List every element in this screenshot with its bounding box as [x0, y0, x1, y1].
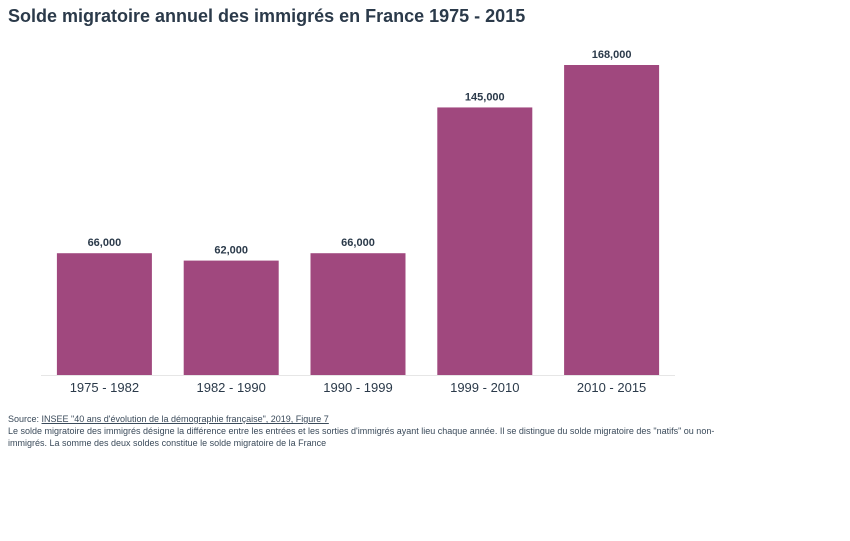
x-tick-label: 1999 - 2010 — [450, 380, 519, 395]
x-tick-label: 1975 - 1982 — [70, 380, 139, 395]
bar-2[interactable] — [310, 253, 406, 375]
bar-value-label: 168,000 — [592, 49, 632, 61]
bar-4[interactable] — [564, 65, 660, 375]
chart-title: Solde migratoire annuel des immigrés en … — [8, 6, 526, 26]
bar-chart: 66,000 1975 - 1982 62,000 1982 - 1990 66,000… — [41, 49, 675, 395]
x-tick-label: 1982 - 1990 — [196, 380, 265, 395]
source-prefix: Source: — [8, 414, 42, 424]
bar-value-label: 145,000 — [465, 91, 505, 103]
chart-footer: Source: INSEE "40 ans d'évolution de la … — [8, 413, 728, 449]
source-link[interactable]: INSEE "40 ans d'évolution de la démograp… — [41, 414, 329, 424]
footnote: Le solde migratoire des immigrés désigne… — [8, 426, 715, 448]
source-line: Source: INSEE "40 ans d'évolution de la … — [8, 413, 728, 425]
bar-value-label: 62,000 — [214, 245, 248, 257]
bar-value-label: 66,000 — [341, 237, 375, 249]
x-tick-label: 1990 - 1999 — [323, 380, 392, 395]
bar-3[interactable] — [437, 107, 533, 375]
bar-0[interactable] — [56, 253, 152, 375]
bar-value-label: 66,000 — [88, 237, 122, 249]
bar-1[interactable] — [183, 260, 279, 375]
x-tick-label: 2010 - 2015 — [577, 380, 646, 395]
